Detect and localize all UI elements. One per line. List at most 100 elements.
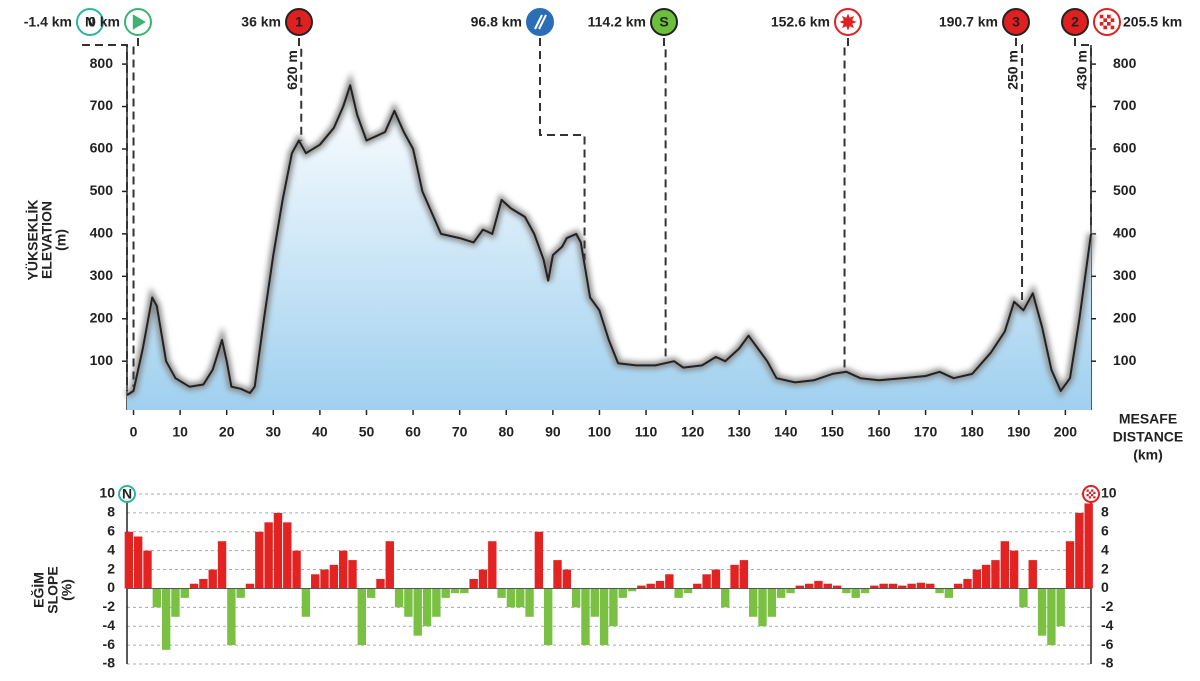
y-axis-title: EĞİM — [30, 572, 47, 608]
x-tick-label: 100 — [588, 424, 612, 440]
slope-bar — [217, 541, 227, 589]
slope-bar — [944, 588, 954, 598]
icon-check — [1103, 18, 1107, 22]
icon-circle — [285, 8, 313, 36]
slope-bar — [460, 588, 469, 594]
y-tick-label-right: 0 — [1101, 579, 1109, 595]
y-tick-label-right: 8 — [1101, 504, 1109, 520]
slope-bar — [301, 588, 311, 617]
slope-bar — [1037, 588, 1047, 636]
marker-label: 0 km — [88, 14, 120, 30]
y-tick-label-right: 500 — [1113, 182, 1137, 198]
slope-bar — [711, 569, 721, 589]
y-tick-label-right: 4 — [1101, 541, 1109, 557]
y-tick-label-right: 200 — [1113, 309, 1137, 325]
slope-bar — [534, 531, 544, 589]
slope-bar — [488, 541, 497, 589]
slope-bar — [935, 588, 944, 594]
y-tick-label: 700 — [90, 97, 114, 113]
slope-bar — [506, 588, 516, 608]
marker-label: 152.6 km — [771, 14, 830, 30]
slope-bar — [171, 588, 180, 617]
icon-play — [132, 14, 146, 30]
slope-bar — [404, 588, 413, 617]
marker-label: 96.8 km — [471, 14, 522, 30]
slope-bar — [599, 588, 609, 646]
y-tick-label: 500 — [90, 182, 114, 198]
slope-bar — [133, 536, 143, 589]
icon-check — [1110, 18, 1115, 22]
slope-bar — [432, 588, 441, 617]
marker-label: 36 km — [241, 14, 281, 30]
icon-check — [1088, 496, 1091, 499]
slope-bar — [1047, 588, 1056, 646]
icon-text: 2 — [1071, 14, 1079, 30]
slope-bar — [730, 564, 739, 589]
y-axis-title: YÜKSEKLİK — [25, 200, 41, 281]
slope-bar — [823, 583, 832, 589]
icon-check — [1110, 25, 1115, 30]
y-tick-label-right: 2 — [1101, 560, 1109, 576]
x-tick-label: 160 — [867, 424, 891, 440]
slope-bar — [851, 588, 860, 598]
icon-circle — [650, 8, 678, 36]
slope-bar — [646, 583, 655, 589]
icon-circle — [76, 8, 104, 36]
x-tick-label: 90 — [545, 424, 561, 440]
x-tick-label: 60 — [405, 424, 421, 440]
altitude-label: 250 m — [1005, 50, 1021, 90]
slope-bar — [189, 583, 199, 589]
y-tick-label: 4 — [107, 541, 115, 557]
slope-bar — [273, 512, 283, 589]
slope-bar — [749, 588, 758, 617]
y-tick-label: -4 — [103, 617, 116, 633]
y-tick-label: 600 — [90, 140, 114, 156]
slope-bar — [562, 569, 572, 589]
slope-bar — [665, 574, 674, 589]
y-tick-label: 0 — [107, 579, 115, 595]
icon-circle — [1002, 8, 1030, 36]
x-tick-label: 50 — [359, 424, 375, 440]
slope-bar — [497, 588, 506, 598]
y-tick-label: 200 — [90, 309, 114, 325]
slope-bar — [227, 588, 236, 646]
icon-check — [1086, 489, 1089, 492]
y-tick-label: 6 — [107, 522, 115, 538]
y-tick-label-right: 600 — [1113, 140, 1137, 156]
slope-bar — [1075, 512, 1084, 589]
icon-text: N — [85, 14, 95, 30]
slope-bar — [376, 579, 385, 589]
x-tick-label: 180 — [961, 424, 985, 440]
y-tick-label-right: 10 — [1101, 485, 1117, 501]
icon-text: 1 — [295, 14, 303, 30]
slope-bar — [469, 579, 478, 589]
marker-label: 190.7 km — [939, 14, 998, 30]
slope-bar — [1028, 560, 1037, 589]
slope-bar — [208, 569, 217, 589]
y-tick-label: -6 — [103, 636, 116, 652]
slope-bar — [525, 588, 534, 617]
y-tick-label-right: 700 — [1113, 97, 1137, 113]
y-tick-label-right: -8 — [1101, 655, 1114, 671]
slope-bar — [292, 550, 301, 589]
slope-bar — [199, 579, 208, 589]
marker-icon — [124, 8, 152, 36]
x-tick-label: 80 — [498, 424, 514, 440]
y-tick-label-right: -2 — [1101, 598, 1114, 614]
slope-bar — [888, 583, 898, 589]
y-tick-label-right: 300 — [1113, 267, 1137, 283]
slope-bar — [255, 531, 264, 589]
slope-bar — [180, 588, 189, 598]
marker-icon: S — [650, 8, 678, 36]
marker-line — [1015, 38, 1024, 305]
slope-bar — [972, 569, 982, 589]
marker-icon: 3 — [1002, 8, 1030, 36]
y-tick-label: 8 — [107, 504, 115, 520]
slope-bar — [590, 588, 599, 617]
marker-icon — [1093, 8, 1121, 36]
slope-bar — [450, 588, 460, 594]
slope-bar — [441, 588, 450, 598]
icon-check — [1093, 491, 1096, 494]
slope-bar — [571, 588, 581, 608]
slope-bar — [1009, 550, 1019, 589]
